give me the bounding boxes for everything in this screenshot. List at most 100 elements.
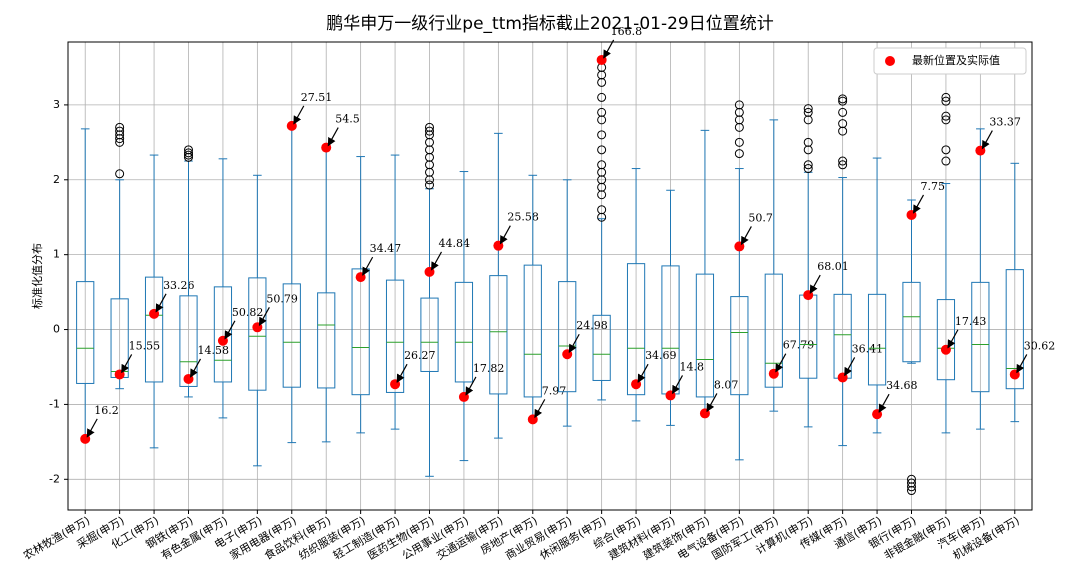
annotation-arrow [465,376,477,396]
outlier [425,145,434,155]
box-group: 24.98 [558,179,608,427]
outlier [115,169,125,179]
box-group: 50.79 [248,174,298,467]
annotation-arrow [362,256,374,276]
annotation-arrow [740,226,752,246]
box-group: 166.8 [592,25,642,401]
box [489,275,508,395]
box-group: 16.2 [76,128,119,444]
box-group: 34.47 [351,156,401,434]
box [317,292,336,389]
box [1005,269,1024,390]
outlier [184,148,193,158]
annotation-label: 27.51 [301,91,333,104]
outlier [597,92,607,102]
outlier [425,137,434,147]
box [764,273,783,388]
annotation-label: 34.69 [645,349,677,362]
outlier [941,156,951,166]
box-group: 36.41 [833,94,883,447]
outlier [184,150,193,160]
y-tick-label: -1 [49,397,60,410]
outlier [425,130,434,140]
annotation-label: 68.01 [817,260,849,273]
outlier [597,167,607,177]
box [144,276,164,383]
annotation-label: 50.82 [232,306,264,319]
outlier [803,115,813,125]
annotation-label: 33.37 [989,116,1021,129]
outlier [838,96,848,106]
annotation-arrow [809,274,821,294]
outlier [597,205,607,215]
outlier [838,94,848,104]
outlier [803,107,813,117]
annotation-label: 8.07 [714,378,739,391]
annotation-arrow [430,251,443,271]
box [385,279,405,393]
annotation-arrow [1016,354,1028,374]
box [523,264,542,398]
box [420,297,439,372]
annotation-arrow [775,353,787,373]
annotation-label: 24.98 [576,319,608,332]
outlier [803,160,813,170]
outlier [803,164,813,174]
annotation-arrow [947,329,959,349]
outlier [838,126,848,136]
annotation-arrow [844,357,856,377]
box-group: 33.37 [971,116,1021,430]
legend-frame [873,47,1027,75]
y-tick-label: 1 [53,248,60,261]
annotation-label: 14.8 [680,360,705,373]
box-group: 7.75 [902,180,946,496]
outlier [907,478,916,488]
box-group: 8.07 [695,129,739,419]
annotation-arrow [878,393,890,413]
annotation-label: 7.75 [921,180,946,193]
legend-marker [885,56,895,66]
annotation-label: 7.97 [542,384,567,397]
outlier [425,126,434,136]
outlier [941,145,951,155]
annotation-arrow [189,358,202,378]
box [282,283,301,388]
box-group: 26.27 [385,154,436,430]
y-tick-label: 2 [53,173,60,186]
box-group: 44.84 [420,122,470,477]
box [76,281,95,384]
annotation-arrow [603,39,615,59]
annotation-arrow [155,293,167,313]
outlier [115,137,125,147]
box-group: 50.82 [213,158,264,419]
box [971,281,990,393]
annotation-label: 67.79 [783,339,815,352]
box [626,263,646,396]
box [592,314,611,381]
annotation-label: 15.55 [129,339,161,352]
box-group: 54.5 [317,113,360,443]
outlier [734,115,744,125]
box-group: 27.51 [282,91,333,444]
outlier [425,180,434,190]
legend-label: 最新位置及实际值 [912,53,1000,67]
outlier [838,160,848,170]
box-group: 33.26 [144,154,195,449]
box-group: 7.97 [523,174,567,425]
box [558,281,577,393]
annotation-arrow [224,320,236,340]
annotation-label: 16.2 [94,404,119,417]
outlier [907,486,916,496]
annotation-label: 50.7 [748,211,773,224]
y-tick-label: 3 [53,98,60,111]
plot-frame [67,41,1033,511]
box-group: 30.62 [1005,162,1055,423]
outlier [425,152,434,162]
box [730,296,749,396]
outlier [838,119,848,129]
outlier [597,107,607,117]
outlier [734,100,744,110]
outlier [597,175,607,185]
outlier [734,122,744,132]
outlier [597,160,607,170]
